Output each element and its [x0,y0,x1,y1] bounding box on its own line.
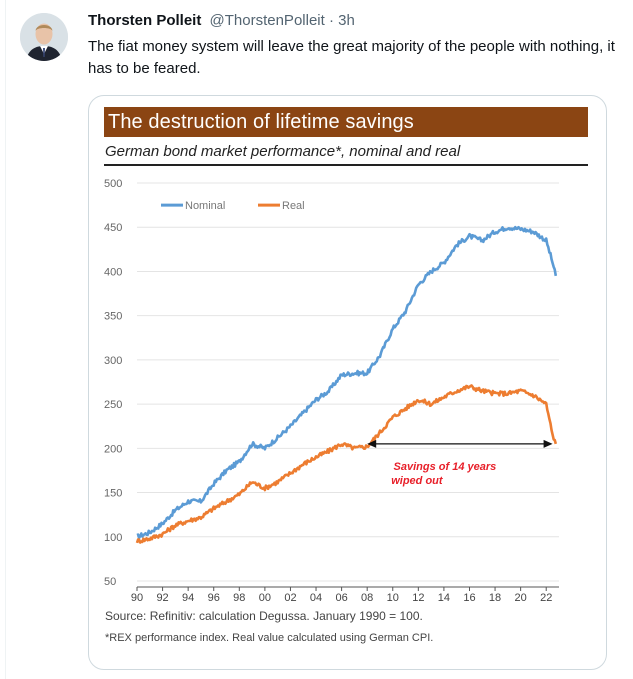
subtitle-rule [104,164,588,166]
x-tick-label: 08 [361,592,373,604]
y-tick-label: 500 [104,178,122,190]
y-tick-label: 150 [104,488,122,500]
x-tick-label: 20 [515,592,527,604]
x-tick-label: 10 [387,592,399,604]
x-tick-label: 96 [208,592,220,604]
tweet-timestamp[interactable]: 3h [338,12,355,29]
y-tick-label: 200 [104,443,122,455]
y-tick-label: 50 [104,576,116,588]
tweet-media-card[interactable]: The destruction of lifetime savings Germ… [88,95,607,670]
x-tick-label: 22 [540,592,552,604]
x-tick-label: 02 [284,592,296,604]
annotation-arrowhead-left [367,439,377,448]
avatar-portrait-icon [20,13,68,61]
annotation-text-line1: Savings of 14 years [394,461,497,473]
tweet-header: Thorsten Polleit @ThorstenPolleit · 3h [88,11,355,31]
x-tick-label: 06 [335,592,347,604]
x-tick-label: 98 [233,592,245,604]
y-tick-label: 400 [104,266,122,278]
x-tick-label: 04 [310,592,322,604]
chart-source: Source: Refinitiv: calculation Degussa. … [105,609,423,623]
author-handle[interactable]: @ThorstenPolleit [209,12,325,29]
author-name[interactable]: Thorsten Polleit [88,12,202,29]
x-tick-label: 16 [463,592,475,604]
tweet-text: The fiat money system will leave the gre… [88,38,615,77]
x-tick-label: 00 [259,592,271,604]
y-tick-label: 300 [104,355,122,367]
x-tick-label: 94 [182,592,194,604]
y-tick-label: 100 [104,532,122,544]
chart-title-bar: The destruction of lifetime savings [104,107,588,137]
avatar[interactable] [20,13,68,61]
series-line-real [135,384,558,544]
chart-title: The destruction of lifetime savings [108,111,414,133]
y-tick-label: 350 [104,311,122,323]
x-tick-label: 90 [131,592,143,604]
x-tick-label: 12 [412,592,424,604]
series-line-nominal [136,225,558,540]
annotation-text-line2: wiped out [391,475,444,487]
legend-label-nominal: Nominal [185,200,225,212]
timeline-divider [5,0,6,679]
annotation-arrowhead-right [543,439,553,448]
x-tick-label: 92 [156,592,168,604]
separator-dot: · [328,12,334,29]
legend-label-real: Real [282,200,305,212]
line-chart: 50 100 150 200 250 300 350 400 450 500 90 92 94 96 98 0… [104,178,559,604]
y-tick-label: 250 [104,399,122,411]
x-tick-label: 18 [489,592,501,604]
chart-subtitle: German bond market performance*, nominal… [105,143,461,160]
y-tick-label: 450 [104,222,122,234]
x-tick-label: 14 [438,592,450,604]
chart-note: *REX performance index. Real value calcu… [105,632,434,644]
